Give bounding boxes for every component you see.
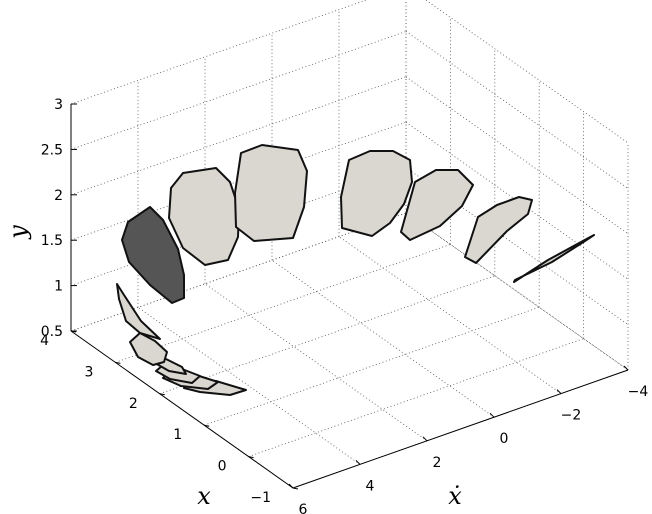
x-tick-label: 2 — [129, 396, 138, 412]
grid-line — [405, 31, 629, 189]
x-tick-mark — [115, 361, 121, 364]
y-tick-label: 1.5 — [41, 233, 63, 249]
x-tick-label: 0 — [218, 459, 227, 475]
y-tick-label: 1 — [54, 279, 63, 295]
surface-patch-6 — [116, 283, 161, 340]
axis-label-x: x — [197, 482, 211, 510]
x-tick-label: 1 — [173, 427, 182, 443]
y-tick-label: 0.5 — [41, 324, 63, 340]
grid-line — [159, 275, 495, 395]
xdot-tick-mark — [556, 389, 562, 394]
grid-line — [70, 31, 407, 150]
grid-line — [248, 338, 584, 457]
surface-patch-8 — [168, 167, 240, 266]
x-axis-line — [70, 330, 294, 489]
grid-line — [425, 0, 629, 144]
axis-lines — [70, 104, 629, 489]
y-tick-label: 2.5 — [41, 142, 63, 158]
surface-patch-11 — [400, 169, 474, 241]
x-tick-label: 3 — [84, 364, 93, 380]
x-tick-mark — [292, 487, 299, 490]
y-tick-label: 3 — [54, 97, 63, 113]
xdot-axis-line — [292, 369, 629, 489]
xdot-tick-mark — [288, 483, 294, 489]
xdot-tick-mark — [623, 365, 629, 371]
grid-line — [204, 283, 428, 442]
xdot-tick-mark — [489, 412, 495, 418]
xdot-tick-label: 4 — [366, 478, 375, 494]
surface-patch-13 — [513, 234, 595, 283]
xdot-tick-label: 2 — [433, 455, 442, 471]
x-tick-label: −1 — [250, 490, 271, 506]
xdot-tick-mark — [422, 436, 428, 442]
xdot-tick-label: −4 — [628, 384, 649, 400]
axis-label-xdot: ẋ — [448, 482, 462, 510]
x-tick-mark — [159, 393, 165, 396]
x-tick-mark — [204, 424, 210, 427]
tick-labels: 0.5 1 1.5 2 2.5 3 −1 0 1 2 3 4 6 4 2 0 −2 −4 — [40, 97, 648, 514]
grid-line — [271, 259, 495, 418]
grid-line — [137, 307, 361, 465]
grid-line — [338, 236, 562, 394]
surface-patch-9 — [234, 144, 308, 242]
surface-patch-5 — [129, 332, 168, 366]
axis-label-y: y — [4, 225, 32, 240]
surface-patch-7 — [121, 206, 185, 304]
xdot-tick-label: 0 — [500, 431, 509, 447]
x-tick-mark — [248, 456, 254, 459]
surface-patch-10 — [340, 150, 413, 237]
y-tick-label: 2 — [54, 188, 63, 204]
surface-patches — [116, 144, 595, 396]
xdot-tick-label: −2 — [561, 408, 582, 424]
xdot-tick-mark — [355, 460, 361, 465]
surface-patch-12 — [464, 196, 533, 264]
grid-line — [204, 306, 540, 426]
x-tick-label: 4 — [40, 333, 49, 349]
x-tick-mark — [70, 330, 77, 333]
grid-line — [70, 0, 368, 105]
xdot-tick-label: 6 — [299, 502, 308, 514]
